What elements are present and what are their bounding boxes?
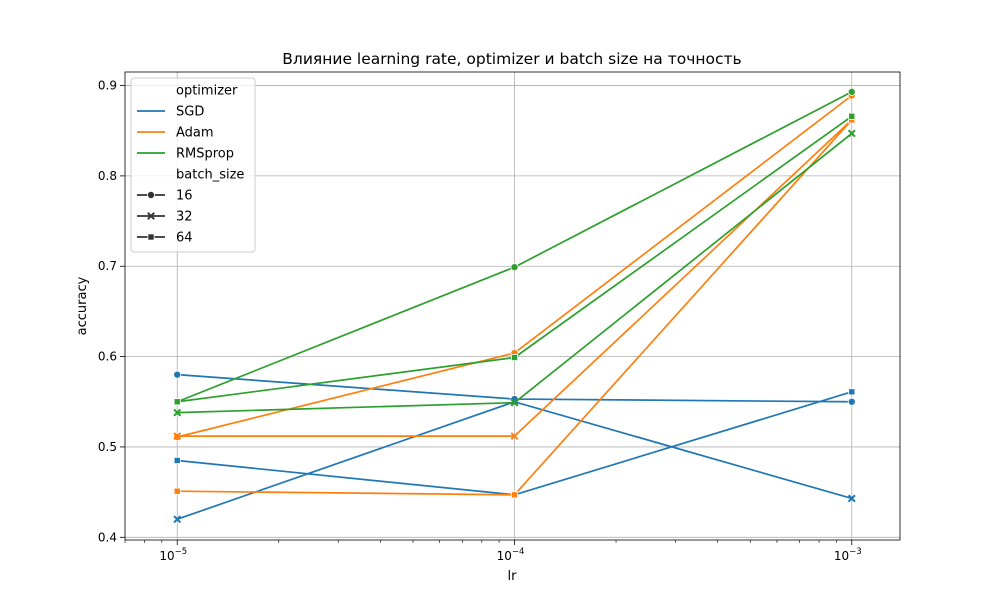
plot-frame xyxy=(124,71,901,541)
series-rmsprop-64 xyxy=(173,112,856,406)
legend-title-batch-size: batch_size xyxy=(176,168,244,183)
data-point-x xyxy=(847,129,856,138)
data-point-x xyxy=(173,408,182,417)
x-tick-label: 10−3 xyxy=(834,547,862,563)
series-layer xyxy=(173,87,856,524)
data-point-circle xyxy=(847,397,856,406)
legend-label: 32 xyxy=(176,210,193,225)
data-point-x xyxy=(147,212,155,220)
y-tick-label: 0.9 xyxy=(98,79,117,93)
data-point-x xyxy=(847,494,856,503)
data-point-x xyxy=(173,515,182,524)
legend-label: Adam xyxy=(176,126,214,141)
y-tick-label: 0.4 xyxy=(98,530,117,544)
data-point-square xyxy=(173,398,181,406)
data-point-square xyxy=(848,388,856,396)
x-axis-label: lr xyxy=(508,569,518,584)
legend-box xyxy=(130,77,256,253)
legend-label: SGD xyxy=(176,105,204,120)
legend-label: 16 xyxy=(176,189,193,204)
data-point-square xyxy=(147,233,155,241)
data-point-circle xyxy=(146,190,155,199)
legend-label: 64 xyxy=(176,231,193,246)
y-tick-label: 0.7 xyxy=(98,259,117,273)
data-point-x xyxy=(173,432,182,441)
data-point-x xyxy=(510,432,519,441)
y-tick-label: 0.5 xyxy=(98,440,117,454)
y-tick-label: 0.6 xyxy=(98,350,117,364)
data-point-x xyxy=(510,398,519,407)
y-tick-label: 0.8 xyxy=(98,169,117,183)
data-point-circle xyxy=(173,370,182,379)
legend-label: RMSprop xyxy=(176,147,234,162)
series-rmsprop-32 xyxy=(173,129,856,417)
chart-title: Влияние learning rate, optimizer и batch… xyxy=(282,50,741,68)
data-point-square xyxy=(511,491,519,499)
x-tick-label: 10−5 xyxy=(159,547,187,563)
data-point-square xyxy=(173,487,181,495)
data-point-square xyxy=(511,353,519,361)
legend: optimizer SGD Adam RMSprop batch_size 16 32 64 xyxy=(130,77,256,253)
data-point-circle xyxy=(847,87,856,96)
y-axis-label: accuracy xyxy=(75,276,90,335)
x-tick-label: 10−4 xyxy=(497,547,525,563)
data-point-circle xyxy=(510,263,519,272)
data-point-square xyxy=(173,456,181,464)
axis-ticks: 10−5 10−4 10−3 0.4 0.5 0.6 0.7 0.8 0.9 xyxy=(98,79,862,563)
data-point-square xyxy=(848,112,856,120)
legend-title-optimizer: optimizer xyxy=(176,84,238,99)
